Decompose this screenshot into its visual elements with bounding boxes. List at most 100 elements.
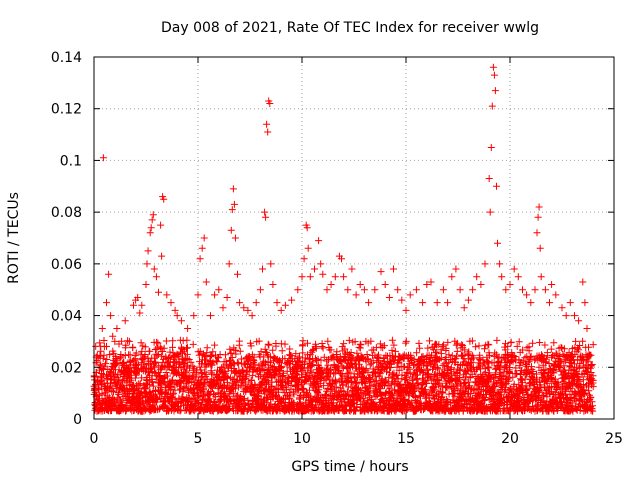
scatter-point — [134, 294, 142, 301]
scatter-point — [491, 87, 499, 95]
scatter-point — [487, 144, 495, 151]
scatter-point — [489, 63, 497, 71]
scatter-point — [244, 306, 252, 314]
y-tick-label: 0.06 — [51, 257, 82, 273]
scatter-point — [266, 100, 274, 107]
scatter-point — [94, 384, 102, 392]
scatter-point — [331, 273, 339, 281]
scatter-points — [90, 63, 597, 415]
y-tick-label: 0.1 — [60, 153, 82, 169]
scatter-point — [130, 301, 137, 309]
scatter-point — [117, 353, 125, 361]
scatter-point — [352, 291, 360, 299]
scatter-point — [136, 309, 144, 317]
scatter-point — [485, 175, 493, 182]
scatter-point — [219, 304, 227, 312]
scatter-point — [566, 299, 574, 307]
scatter-point — [589, 376, 597, 384]
scatter-point — [273, 299, 281, 307]
scatter-point — [98, 325, 106, 332]
scatter-point — [229, 185, 237, 193]
scatter-point — [377, 268, 385, 276]
scatter-point — [107, 312, 115, 320]
scatter-point — [269, 281, 277, 288]
scatter-point — [548, 281, 556, 288]
scatter-point — [537, 273, 545, 281]
y-axis-label: ROTI / TECUs — [6, 192, 22, 284]
scatter-point — [439, 286, 447, 294]
scatter-point — [423, 281, 431, 288]
scatter-point — [581, 299, 589, 307]
scatter-point — [150, 265, 158, 273]
scatter-point — [171, 306, 179, 314]
scatter-point — [240, 304, 248, 312]
scatter-point — [264, 128, 272, 136]
scatter-point — [160, 195, 168, 203]
scatter-point — [558, 304, 566, 312]
scatter-point — [348, 265, 356, 273]
x-axis-label: GPS time / hours — [291, 459, 408, 475]
scatter-point — [111, 337, 119, 345]
scatter-point — [231, 234, 239, 242]
scatter-point — [587, 369, 595, 376]
scatter-point — [452, 265, 460, 273]
scatter-point — [385, 294, 393, 301]
scatter-point — [200, 234, 208, 242]
scatter-point — [523, 291, 531, 299]
scatter-point — [190, 312, 198, 320]
scatter-point — [146, 229, 154, 237]
scatter-point — [514, 273, 522, 281]
scatter-point — [100, 343, 108, 351]
scatter-point — [236, 299, 244, 307]
chart-title: Day 008 of 2021, Rate Of TEC Index for r… — [161, 20, 539, 36]
scatter-point — [262, 213, 270, 221]
scatter-point — [300, 255, 308, 263]
scatter-point — [552, 291, 560, 299]
scatter-point — [506, 281, 514, 288]
scatter-point — [99, 154, 107, 162]
scatter-point — [252, 299, 260, 307]
scatter-point — [531, 286, 539, 294]
scatter-point — [493, 182, 500, 190]
scatter-point — [402, 306, 410, 314]
scatter-point — [138, 301, 146, 309]
scatter-point — [142, 281, 150, 288]
scatter-point — [248, 312, 256, 320]
scatter-point — [225, 260, 233, 268]
scatter-point — [234, 270, 241, 278]
scatter-point — [448, 273, 456, 281]
scatter-point — [338, 255, 345, 263]
y-tick-label: 0.12 — [51, 102, 82, 118]
scatter-point — [311, 265, 318, 273]
scatter-point — [535, 203, 543, 211]
scatter-point — [288, 296, 296, 304]
scatter-point — [496, 260, 504, 268]
scatter-point — [194, 291, 202, 299]
plot-frame — [93, 56, 615, 420]
scatter-point — [184, 325, 192, 332]
y-tick-label: 0.04 — [51, 309, 82, 325]
scatter-point — [571, 312, 578, 320]
scatter-point — [327, 281, 335, 288]
scatter-point — [303, 224, 311, 232]
scatter-point — [147, 224, 155, 232]
scatter-point — [356, 281, 364, 288]
scatter-point — [519, 286, 526, 294]
scatter-point — [536, 244, 544, 252]
scatter-point — [323, 286, 331, 294]
scatter-point — [317, 260, 325, 268]
scatter-point — [105, 270, 113, 278]
scatter-point — [177, 317, 185, 325]
scatter-point — [406, 291, 414, 299]
x-tick-label: 15 — [397, 431, 415, 447]
scatter-point — [157, 221, 165, 229]
scatter-point — [541, 286, 549, 294]
scatter-point — [365, 299, 373, 307]
axis-ticks: 0 5 10 15 20 25 0 0.02 0.04 0.06 0.08 0.1 0.12 0.14 — [51, 50, 623, 447]
scatter-point — [579, 278, 587, 286]
scatter-point — [381, 281, 389, 288]
scatter-point — [527, 299, 535, 307]
scatter-point — [228, 206, 236, 214]
y-tick-label: 0.14 — [51, 50, 82, 66]
scatter-point — [223, 294, 231, 301]
